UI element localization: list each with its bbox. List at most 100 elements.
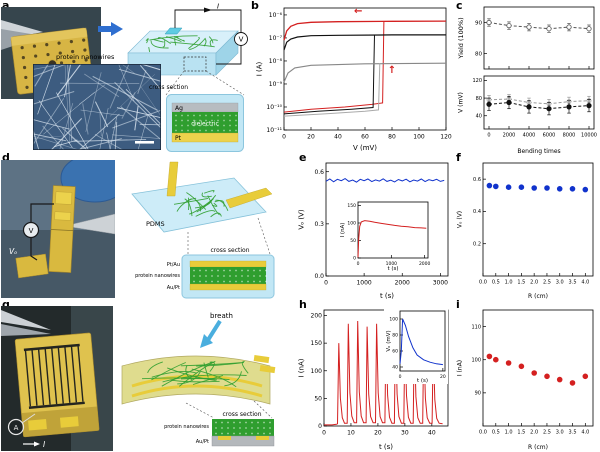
substrate-layer [211,435,275,447]
svg-text:0: 0 [322,430,326,437]
svg-text:2000: 2000 [419,261,431,267]
nanowire-fibers [33,64,161,150]
nanowire-mesh [145,35,218,53]
svg-text:I (nA): I (nA) [457,360,464,376]
point-voltage-vs-size [556,185,563,192]
svg-text:20: 20 [374,430,382,437]
ammeter-label: A [14,424,19,432]
svg-text:120: 120 [440,134,452,141]
panel-label-c: c [456,0,463,12]
comb-bus-bottom [28,401,85,409]
tweezers-icon [1,310,51,330]
svg-text:100: 100 [389,317,398,323]
svg-text:10⁻⁹: 10⁻⁹ [269,81,283,88]
svg-text:3.5: 3.5 [569,430,577,436]
electrode-tab-2 [259,365,276,374]
top-electrode-layer [189,260,267,268]
panel-g-device-photo: A I [1,306,113,451]
svg-text:0.3: 0.3 [314,221,324,228]
svg-text:20: 20 [307,134,315,141]
point-current-vs-size [518,363,525,370]
tweezers-icon [64,213,115,235]
point-yield [546,26,552,32]
svg-text:10⁻⁷: 10⁻⁷ [269,35,283,42]
device-tab [15,253,49,279]
svg-text:0: 0 [318,423,322,430]
breath-label: breath [210,312,233,320]
svg-text:←: ← [354,6,362,17]
svg-text:0: 0 [282,134,286,141]
circuit-wire [21,413,36,424]
svg-text:R (cm): R (cm) [528,444,548,451]
comb-bus-top [23,343,80,352]
series-voltage-black [488,101,590,110]
panel-d-device-photo: V Vₒ [1,160,115,298]
panel-g-device-schematic: breath cross section protein nanowires A… [121,312,276,447]
point-voltage-vs-size [544,185,550,191]
svg-text:3.0: 3.0 [556,430,564,436]
panel-a-cross-section: Ag dielectric Pt [166,94,244,152]
svg-text:150: 150 [347,203,356,209]
bottom-electrode-layer [189,283,267,291]
svg-text:2.0: 2.0 [530,430,538,436]
film-highlight [10,27,88,46]
svg-text:Bending times: Bending times [517,148,560,155]
cross-section-inspect-box [183,56,207,72]
svg-text:100: 100 [347,221,356,227]
point-current-vs-size [556,376,563,383]
cross-section-caption-g: cross section [222,411,261,418]
leader-line-right [205,70,245,96]
svg-text:0.5: 0.5 [492,280,500,286]
cross-section-caption-a: cross section [149,84,189,91]
contact-pad-left [28,419,47,431]
svg-text:2.5: 2.5 [543,280,551,286]
point-voltage-vs-size [569,185,576,192]
contact-pad-right [59,416,79,428]
nanowire-layer [190,267,266,284]
svg-text:0.4: 0.4 [473,209,481,215]
svg-text:80: 80 [476,96,482,102]
point-current-vs-size [569,380,576,386]
svg-text:40: 40 [428,430,436,437]
svg-text:t (s): t (s) [417,378,428,384]
breath-arrow [206,319,222,342]
point-yield [486,19,492,26]
flexible-film [121,355,271,405]
dielectric-texture [175,114,237,132]
pdms-substrate [131,177,267,233]
series-set-state-forward [283,21,385,113]
aupt-label: Au/Pt [167,285,180,291]
svg-text:0.0: 0.0 [314,273,324,280]
chart-f-voltage-vs-size: 0.0 0.5 1.0 1.5 2.0 2.5 3.0 3.5 4.0 0.2 0.4 0.6 R (c… [457,162,594,300]
svg-text:Vₒ (V): Vₒ (V) [457,211,464,228]
svg-text:10⁻¹⁰: 10⁻¹⁰ [266,104,282,111]
platinum-layer [171,132,239,143]
nanowire-mesh [173,190,229,218]
chart-e-inset-current-vs-time: 0 1000 2000 0 50 100 150 t (s) I (nA) [338,198,432,272]
chart-c-yield-vs-bending: 80 90 Yield (100%) [457,6,595,70]
svg-text:t (s): t (s) [387,266,398,272]
svg-text:60: 60 [361,134,369,141]
aupt-label: Au/Pt [196,439,209,445]
svg-text:V (mV): V (mV) [353,144,377,152]
point-voltage-black [506,99,512,106]
point-voltage-vs-size [531,185,537,191]
cross-section-caption-d: cross section [210,247,249,254]
svg-text:100: 100 [471,357,481,363]
output-voltage-label: Vₒ [9,247,17,256]
svg-text:0: 0 [399,374,402,380]
protein-nanowires-caption: protein nanowires [56,53,115,61]
pt-layer-label: Pt [175,135,182,142]
svg-text:2.0: 2.0 [530,280,538,286]
svg-text:40: 40 [392,365,398,371]
voltmeter-label: V [239,36,244,44]
point-voltage-black [546,106,552,112]
svg-text:Yield (100%): Yield (100%) [457,17,465,59]
svg-text:4.0: 4.0 [581,280,589,286]
panel-label-a: a [2,0,10,12]
svg-text:3.5: 3.5 [569,280,577,286]
series-open-circuit-voltage [325,178,445,183]
leader-line-right [253,400,273,419]
sem-border [33,64,161,150]
